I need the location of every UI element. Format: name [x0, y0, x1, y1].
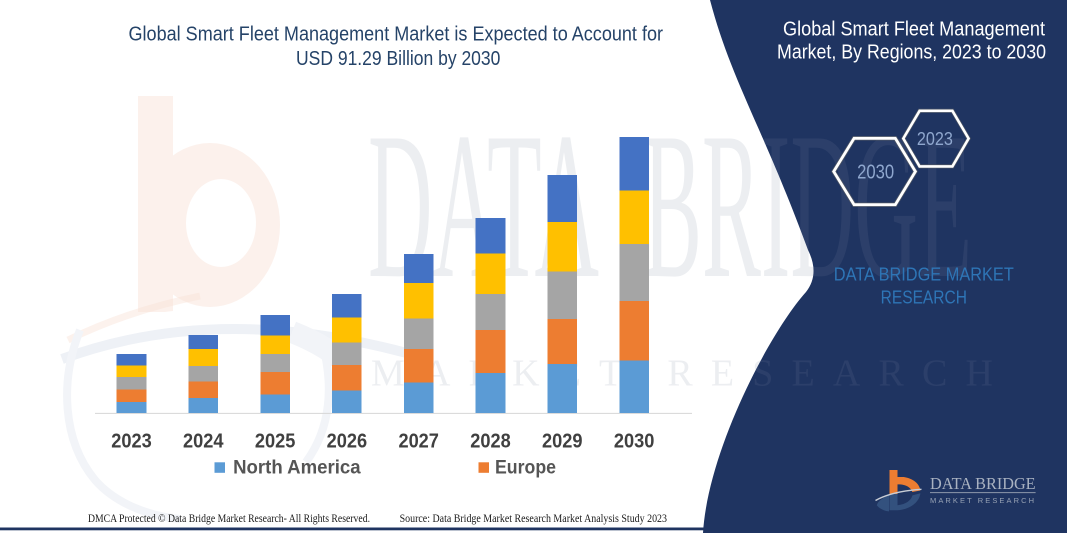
svg-text:2030: 2030	[857, 160, 894, 183]
svg-text:Global Smart Fleet Management: Global Smart Fleet Management	[783, 18, 1045, 41]
svg-text:USD 91.29 Billion by 2030: USD 91.29 Billion by 2030	[296, 47, 500, 70]
svg-text:2023: 2023	[917, 128, 953, 149]
svg-text:Source: Data Bridge Market Res: Source: Data Bridge Market Research Mark…	[400, 513, 668, 525]
svg-text:DMCA Protected © Data Bridge M: DMCA Protected © Data Bridge Market Rese…	[88, 513, 370, 525]
svg-text:2024: 2024	[183, 430, 224, 453]
svg-text:2025: 2025	[255, 430, 296, 453]
svg-text:2026: 2026	[327, 430, 368, 453]
svg-text:RESEARCH: RESEARCH	[881, 287, 967, 308]
svg-text:2030: 2030	[614, 430, 655, 453]
svg-text:Europe: Europe	[495, 456, 556, 478]
svg-text:Global Smart Fleet Management: Global Smart Fleet Management Market is …	[129, 22, 664, 45]
svg-text:2029: 2029	[542, 430, 583, 453]
svg-text:MARKET RESEARCH: MARKET RESEARCH	[930, 496, 1034, 505]
svg-text:2028: 2028	[470, 430, 511, 453]
svg-text:North America: North America	[233, 456, 361, 478]
svg-text:DATA BRIDGE: DATA BRIDGE	[930, 474, 1036, 493]
svg-text:2027: 2027	[398, 430, 439, 453]
svg-text:2023: 2023	[111, 430, 152, 453]
svg-text:DATA BRIDGE MARKET: DATA BRIDGE MARKET	[834, 264, 1014, 285]
svg-text:Market, By Regions, 2023 to 20: Market, By Regions, 2023 to 2030	[777, 41, 1046, 64]
